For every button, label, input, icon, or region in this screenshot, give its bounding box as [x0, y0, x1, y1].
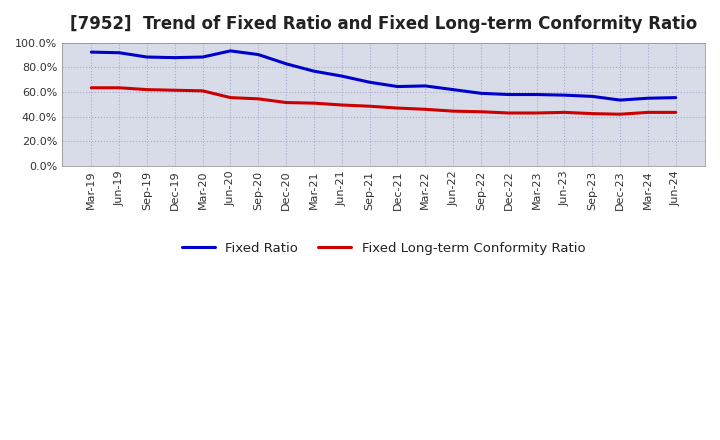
Line: Fixed Ratio: Fixed Ratio	[91, 51, 676, 100]
Fixed Long-term Conformity Ratio	[449, 109, 457, 114]
Line: Fixed Long-term Conformity Ratio: Fixed Long-term Conformity Ratio	[91, 88, 676, 114]
Fixed Ratio	[532, 92, 541, 97]
Fixed Ratio	[588, 94, 597, 99]
Fixed Ratio	[143, 55, 151, 60]
Fixed Ratio	[115, 50, 124, 55]
Fixed Ratio	[310, 69, 318, 74]
Fixed Ratio	[421, 83, 430, 88]
Fixed Long-term Conformity Ratio	[254, 96, 263, 102]
Fixed Long-term Conformity Ratio	[532, 110, 541, 116]
Fixed Ratio	[477, 91, 485, 96]
Fixed Long-term Conformity Ratio	[198, 88, 207, 93]
Fixed Ratio	[505, 92, 513, 97]
Fixed Long-term Conformity Ratio	[115, 85, 124, 90]
Fixed Ratio	[254, 52, 263, 57]
Fixed Long-term Conformity Ratio	[421, 106, 430, 112]
Fixed Long-term Conformity Ratio	[477, 109, 485, 114]
Fixed Long-term Conformity Ratio	[560, 110, 569, 115]
Fixed Long-term Conformity Ratio	[393, 106, 402, 111]
Fixed Ratio	[198, 55, 207, 60]
Fixed Long-term Conformity Ratio	[310, 100, 318, 106]
Legend: Fixed Ratio, Fixed Long-term Conformity Ratio: Fixed Ratio, Fixed Long-term Conformity …	[176, 236, 590, 260]
Title: [7952]  Trend of Fixed Ratio and Fixed Long-term Conformity Ratio: [7952] Trend of Fixed Ratio and Fixed Lo…	[70, 15, 697, 33]
Fixed Ratio	[338, 73, 346, 79]
Fixed Long-term Conformity Ratio	[338, 103, 346, 108]
Fixed Ratio	[644, 95, 652, 101]
Fixed Long-term Conformity Ratio	[226, 95, 235, 100]
Fixed Long-term Conformity Ratio	[87, 85, 96, 90]
Fixed Long-term Conformity Ratio	[282, 100, 290, 105]
Fixed Ratio	[560, 92, 569, 98]
Fixed Ratio	[393, 84, 402, 89]
Fixed Long-term Conformity Ratio	[505, 110, 513, 116]
Fixed Long-term Conformity Ratio	[672, 110, 680, 115]
Fixed Ratio	[672, 95, 680, 100]
Fixed Long-term Conformity Ratio	[143, 87, 151, 92]
Fixed Ratio	[226, 48, 235, 54]
Fixed Long-term Conformity Ratio	[171, 88, 179, 93]
Fixed Ratio	[616, 97, 624, 103]
Fixed Long-term Conformity Ratio	[588, 111, 597, 116]
Fixed Ratio	[365, 80, 374, 85]
Fixed Long-term Conformity Ratio	[616, 112, 624, 117]
Fixed Long-term Conformity Ratio	[644, 110, 652, 115]
Fixed Ratio	[449, 87, 457, 92]
Fixed Ratio	[282, 61, 290, 66]
Fixed Ratio	[171, 55, 179, 60]
Fixed Ratio	[87, 49, 96, 55]
Fixed Long-term Conformity Ratio	[365, 103, 374, 109]
